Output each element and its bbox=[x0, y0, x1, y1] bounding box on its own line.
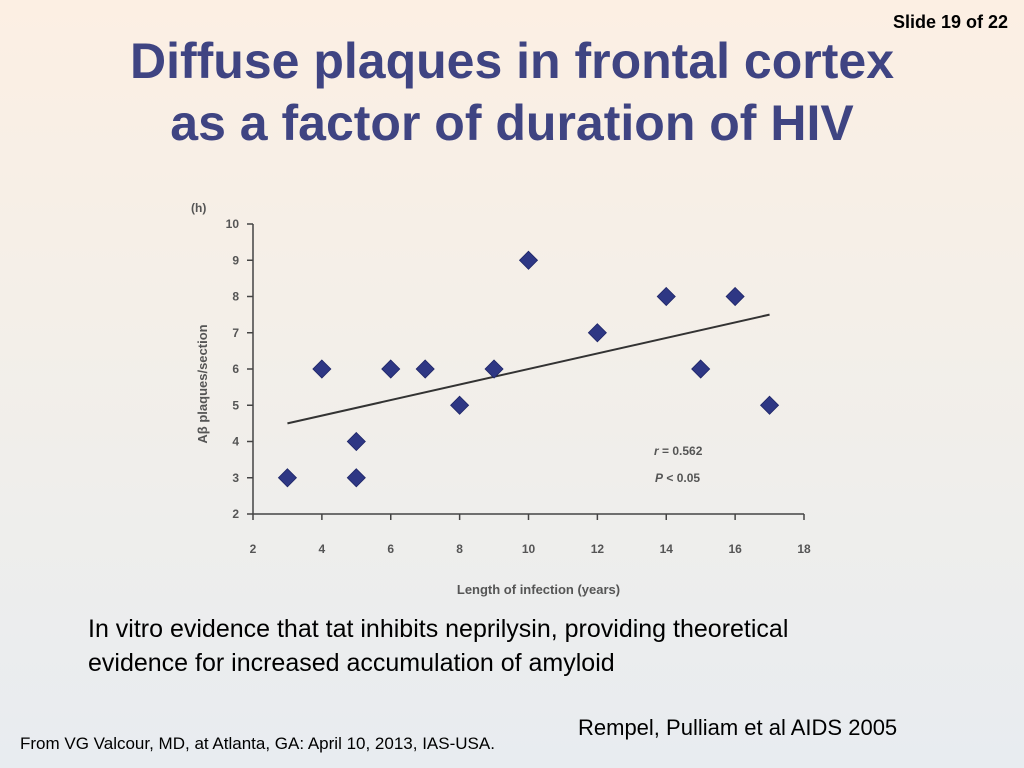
body-text-line-1: In vitro evidence that tat inhibits nepr… bbox=[88, 615, 789, 643]
data-point bbox=[415, 359, 435, 379]
stat-p-annotation: P < 0.05 bbox=[655, 471, 700, 485]
data-point bbox=[691, 359, 711, 379]
source-note: From VG Valcour, MD, at Atlanta, GA: Apr… bbox=[20, 734, 495, 753]
y-tick-label: 4 bbox=[232, 435, 239, 449]
body-text: In vitro evidence that tat inhibits nepr… bbox=[88, 612, 948, 680]
data-point bbox=[587, 323, 607, 343]
x-tick-label: 10 bbox=[522, 542, 536, 556]
data-point bbox=[346, 468, 366, 488]
y-tick-label: 2 bbox=[232, 507, 239, 521]
body-text-line-2: evidence for increased accumulation of a… bbox=[88, 649, 615, 677]
data-point bbox=[312, 359, 332, 379]
data-point bbox=[484, 359, 504, 379]
citation: Rempel, Pulliam et al AIDS 2005 bbox=[578, 715, 898, 740]
data-point bbox=[759, 395, 780, 415]
data-point bbox=[450, 395, 470, 415]
y-axis-label: Aβ plaques/section bbox=[195, 324, 210, 443]
x-tick-label: 12 bbox=[591, 542, 605, 556]
stat-r-annotation: r = 0.562 bbox=[654, 444, 703, 458]
panel-label: (h) bbox=[191, 201, 206, 215]
data-point bbox=[725, 286, 745, 307]
x-tick-label: 18 bbox=[797, 542, 811, 556]
y-tick-label: 5 bbox=[232, 398, 239, 412]
data-point bbox=[656, 286, 676, 307]
x-tick-label: 8 bbox=[456, 542, 463, 556]
y-tick-label: 7 bbox=[232, 326, 239, 340]
y-tick-label: 10 bbox=[226, 217, 240, 231]
data-point bbox=[381, 359, 401, 379]
data-point bbox=[346, 431, 366, 452]
data-point bbox=[518, 250, 539, 270]
x-tick-label: 2 bbox=[250, 542, 257, 556]
y-tick-label: 3 bbox=[232, 471, 239, 485]
x-tick-label: 16 bbox=[728, 542, 742, 556]
x-axis-label: Length of infection (years) bbox=[457, 582, 620, 597]
title-line-2: as a factor of duration of HIV bbox=[170, 95, 854, 151]
x-tick-label: 6 bbox=[387, 542, 394, 556]
x-tick-label: 14 bbox=[660, 542, 674, 556]
y-tick-label: 8 bbox=[232, 290, 239, 304]
slide-number: Slide 19 of 22 bbox=[892, 12, 1008, 32]
y-tick-label: 6 bbox=[232, 362, 239, 376]
trend-line bbox=[287, 313, 770, 425]
x-tick-label: 4 bbox=[319, 542, 326, 556]
data-point bbox=[277, 468, 298, 488]
y-tick-label: 9 bbox=[232, 253, 239, 267]
slide-title: Diffuse plaques in frontal cortex as a f… bbox=[0, 30, 1024, 154]
title-line-1: Diffuse plaques in frontal cortex bbox=[129, 33, 894, 89]
